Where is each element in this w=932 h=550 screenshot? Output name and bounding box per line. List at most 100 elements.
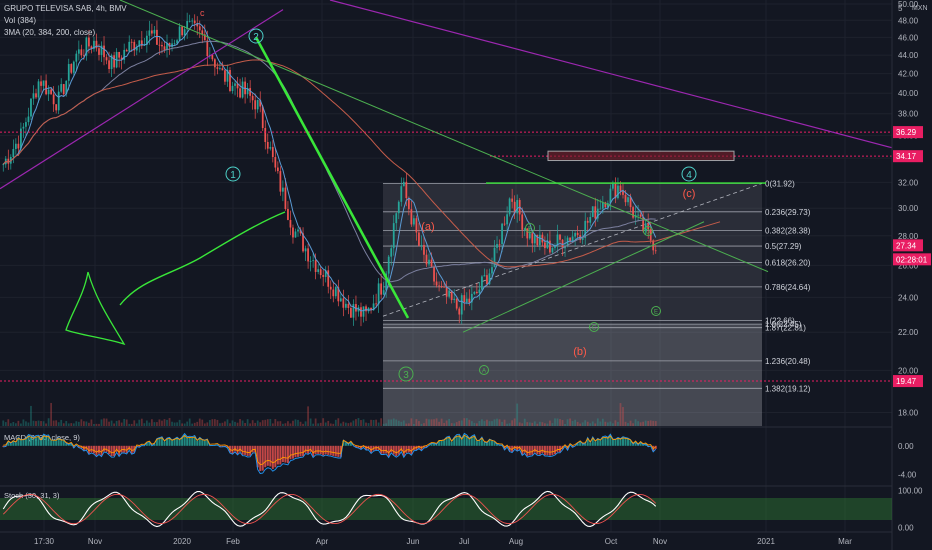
candle-body xyxy=(125,49,128,52)
volume-bar xyxy=(178,419,181,426)
green-down-trendline[interactable] xyxy=(119,0,769,273)
candle-body xyxy=(90,46,93,49)
macd-histogram-bar xyxy=(327,445,330,455)
macd-histogram-bar xyxy=(586,438,589,446)
candle-body xyxy=(120,57,123,60)
macd-histogram-bar xyxy=(556,445,559,453)
hand-drawn-triangle[interactable] xyxy=(65,271,126,346)
macd-histogram-bar xyxy=(7,441,10,446)
price-tick-label: 20.00 xyxy=(898,366,919,375)
volume-bar xyxy=(531,422,534,426)
candle-body xyxy=(163,46,166,50)
volume-bar xyxy=(481,419,483,426)
candle-body xyxy=(450,290,453,301)
volume-bar xyxy=(128,423,131,426)
time-tick-label: Apr xyxy=(316,537,329,546)
volume-bar xyxy=(75,421,78,426)
volume-bar xyxy=(203,423,206,426)
macd-histogram-bar xyxy=(433,443,436,446)
candle-body xyxy=(486,275,488,285)
volume-bar xyxy=(649,420,652,426)
volume-bar xyxy=(47,418,50,426)
macd-histogram-bar xyxy=(45,436,48,446)
candle-body xyxy=(637,214,639,216)
macd-histogram-bar xyxy=(402,445,405,457)
time-tick-label: Nov xyxy=(88,537,102,546)
macd-histogram-bar xyxy=(594,441,597,446)
macd-histogram-bar xyxy=(611,439,614,446)
candle-body xyxy=(77,49,80,54)
purple-down-trendline[interactable] xyxy=(329,0,893,149)
candle-body xyxy=(342,298,345,308)
green-up-channel-line[interactable] xyxy=(462,221,705,333)
volume-indicator-label[interactable]: Vol (384) xyxy=(4,16,37,25)
candle-body xyxy=(249,88,252,96)
wave-label: 4 xyxy=(686,170,692,181)
candle-body xyxy=(166,42,168,50)
fib-retracement-tool[interactable]: 0(31.92) 0.236(29.73) 0.382(28.38) 0.5(27.2… xyxy=(382,179,811,426)
fib-level-label: 1.0(22.45) xyxy=(765,320,802,329)
macd-histogram-bar xyxy=(17,437,20,446)
macd-histogram-bar xyxy=(249,445,252,456)
price-axis[interactable]: 18.00 20.00 22.00 24.00 26.00 28.00 30.00 32.00… xyxy=(898,0,923,532)
volume-bar xyxy=(365,422,367,426)
candle-body xyxy=(261,106,264,129)
macd-histogram-bar xyxy=(548,445,551,456)
candle-body xyxy=(37,81,40,98)
candle-body xyxy=(32,93,35,99)
macd-histogram-bar xyxy=(531,445,534,455)
price-labels: 36.29 34.17 27.34 02:28:01 19.47 xyxy=(893,126,931,388)
hand-drawn-arrow-curve[interactable] xyxy=(119,211,286,306)
candle-body xyxy=(392,223,395,249)
chart-symbol-title[interactable]: GRUPO TELEVISA SAB, 4h, BMV xyxy=(4,4,127,13)
volume-bar xyxy=(276,421,279,426)
candle-body xyxy=(435,281,438,286)
candle-body xyxy=(438,285,440,287)
wave-labels: 1 2 3 4 (a) (b) (c) A B C D E xyxy=(225,28,697,382)
time-tick-label: Jul xyxy=(459,537,469,546)
volume-bar xyxy=(25,421,27,426)
macd-histogram-bar xyxy=(541,445,544,454)
candle-body xyxy=(20,128,22,149)
impulse-wave-line[interactable] xyxy=(254,36,410,319)
macd-histogram-bar xyxy=(634,441,637,446)
wave-label: A xyxy=(482,369,486,375)
macd-histogram-bar xyxy=(274,445,277,468)
macd-histogram-bar xyxy=(448,437,451,446)
corner-mark: c xyxy=(200,8,205,18)
macd-histogram-bar xyxy=(334,445,337,457)
candle-body xyxy=(14,143,17,149)
macd-histogram-bar xyxy=(37,436,40,446)
ma-indicator-label[interactable]: 3MA (20, 384, 200, close) xyxy=(4,28,96,37)
candle-body xyxy=(282,187,284,192)
volume-bar xyxy=(148,422,151,426)
time-axis[interactable]: 17:30 Nov 2020 Feb Apr Jun Jul Aug Oct Nov 2021 Mar xyxy=(34,537,852,546)
candle-body xyxy=(276,167,279,172)
resistance-box[interactable] xyxy=(547,150,735,162)
wave-label: E xyxy=(654,310,658,316)
candle-body xyxy=(599,208,602,210)
volume-bar xyxy=(601,418,604,426)
volume-bar xyxy=(423,423,425,426)
volume-bar xyxy=(163,419,166,426)
candle-body xyxy=(589,216,592,223)
volume-bar xyxy=(470,421,473,426)
volume-bar xyxy=(7,419,10,426)
volume-bar xyxy=(400,421,403,426)
volume-bar xyxy=(40,421,42,426)
purple-up-trendline[interactable] xyxy=(0,9,284,190)
macd-histogram-bar xyxy=(206,439,209,446)
macd-histogram-bar xyxy=(120,445,123,453)
macd-histogram-bar xyxy=(14,442,17,446)
volume-bar xyxy=(624,421,627,426)
candle-body xyxy=(347,303,350,308)
volume-bar xyxy=(307,406,309,426)
macd-histogram-bar xyxy=(496,444,499,446)
volume-bar xyxy=(317,423,320,426)
macd-histogram-bar xyxy=(307,445,310,454)
candle-body xyxy=(85,37,88,56)
volume-bar xyxy=(410,418,413,426)
drawings[interactable] xyxy=(0,0,893,382)
macd-histogram-bar xyxy=(226,445,229,448)
